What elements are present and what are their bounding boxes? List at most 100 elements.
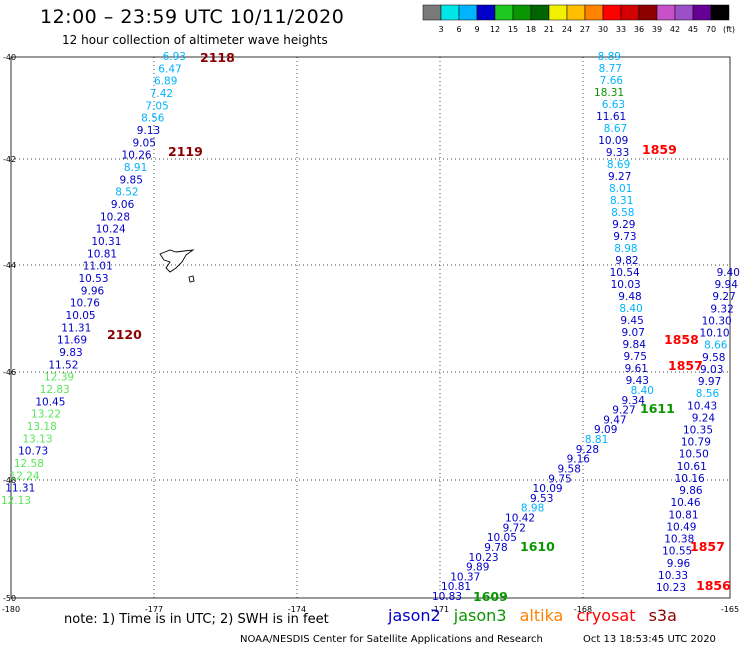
lat-tick-label: -40 — [3, 53, 16, 62]
colorbar-tick-label: 6 — [456, 25, 461, 34]
pass-time-label: 1610 — [520, 539, 555, 554]
wave-height-value: 10.05 — [487, 532, 517, 544]
wave-height-value: 10.33 — [658, 570, 688, 582]
wave-height-value: 9.33 — [606, 147, 629, 159]
colorbar-tick-label: 15 — [508, 25, 518, 34]
colorbar-tick-label: 30 — [598, 25, 608, 34]
pass-time-label: 2118 — [200, 50, 235, 65]
wave-height-value: 10.50 — [679, 449, 709, 461]
wave-height-value: 18.31 — [594, 87, 624, 99]
lon-tick-label: -180 — [2, 605, 20, 614]
wave-height-value: 9.96 — [667, 558, 691, 570]
island-outline — [159, 249, 195, 273]
wave-height-value: 10.09 — [598, 135, 628, 147]
page-title: 12:00 – 23:59 UTC 10/11/2020 — [40, 6, 345, 28]
wave-height-value: 10.81 — [668, 509, 698, 521]
wave-height-value: 9.94 — [715, 279, 739, 291]
colorbar-tick-label: 27 — [580, 25, 590, 34]
wave-height-value: 10.26 — [122, 150, 152, 162]
wave-height-value: 11.69 — [57, 335, 87, 347]
wave-height-value: 10.54 — [610, 267, 640, 279]
satellite-track: 8.409.349.279.479.098.819.289.169.589.75… — [432, 385, 675, 604]
wave-height-value: 9.83 — [59, 347, 82, 359]
map-frame — [10, 56, 731, 599]
wave-height-value: 9.85 — [120, 174, 143, 186]
wave-height-value: 9.09 — [594, 424, 617, 436]
wave-height-value: 9.75 — [548, 473, 571, 485]
wave-height-value: 9.78 — [484, 542, 507, 554]
colorbar-tick-label: 45 — [688, 25, 698, 34]
lat-tick-label: -42 — [3, 155, 16, 164]
wave-height-value: 12.39 — [44, 372, 74, 384]
wave-height-value: 8.40 — [619, 303, 642, 315]
wave-height-value: 8.98 — [521, 503, 544, 515]
colorbar-tick-label: 12 — [490, 25, 500, 34]
wave-height-value: 9.58 — [702, 352, 725, 364]
wave-height-value: 9.34 — [622, 395, 646, 407]
pass-time-label: 1858 — [664, 332, 699, 347]
wave-height-value: 9.06 — [111, 199, 135, 211]
wave-height-value: 12.83 — [40, 384, 70, 396]
legend-altika: altika — [519, 606, 564, 625]
legend-jason2: jason2 — [388, 606, 441, 625]
lat-tick-label: -48 — [3, 476, 16, 485]
wave-height-value: 8.91 — [124, 162, 147, 174]
wave-height-value: 10.35 — [683, 425, 713, 437]
wave-height-value: 10.38 — [664, 534, 694, 546]
wave-height-value: 10.09 — [533, 483, 563, 495]
wave-height-value: 9.48 — [618, 291, 641, 303]
wave-height-value: 10.81 — [87, 248, 117, 260]
wave-height-value: 9.53 — [530, 493, 553, 505]
wave-height-value: 10.61 — [677, 461, 707, 473]
wave-height-value: 11.31 — [61, 322, 91, 334]
wave-height-value: 8.98 — [614, 243, 637, 255]
wave-height-value: 10.23 — [469, 552, 499, 564]
pass-time-label: 1857 — [668, 358, 703, 373]
wave-height-value: 10.28 — [100, 211, 130, 223]
wave-height-value: 10.10 — [700, 328, 730, 340]
satellite-track: 9.409.949.279.3210.3010.108.669.589.039.… — [656, 267, 740, 594]
lat-tick-label: -46 — [3, 368, 16, 377]
wave-height-value: 9.27 — [608, 171, 631, 183]
wave-height-value: 9.47 — [603, 414, 626, 426]
wave-height-value: 9.24 — [692, 412, 716, 424]
pass-time-label: 2119 — [168, 144, 203, 159]
wave-height-value: 10.16 — [675, 473, 705, 485]
wave-height-value: 9.13 — [137, 125, 160, 137]
wave-height-value: 10.42 — [505, 513, 535, 525]
lon-tick-label: -168 — [574, 605, 592, 614]
wave-height-value: 8.56 — [141, 113, 165, 125]
wave-height-value: 11.01 — [83, 261, 113, 273]
wave-height-value: 8.81 — [585, 434, 608, 446]
satellite-track: 8.898.777.6618.316.6311.618.6710.099.338… — [594, 51, 703, 387]
colorbar-tick-label: 70 — [706, 25, 716, 34]
wave-height-value: 9.40 — [717, 267, 740, 279]
wave-height-value: 6.47 — [158, 63, 181, 75]
colorbar-tick-label: 36 — [634, 25, 644, 34]
colorbar-swatch — [710, 4, 730, 21]
wave-height-value: 8.67 — [604, 123, 627, 135]
legend-s3a: s3a — [648, 606, 677, 625]
wave-height-value: 12.24 — [10, 470, 40, 482]
lat-tick-label: -50 — [3, 594, 16, 603]
wave-height-value: 8.69 — [607, 159, 630, 171]
pass-time-label: 1856 — [696, 578, 731, 593]
wave-height-value: 10.46 — [670, 497, 700, 509]
wave-height-value: 9.89 — [466, 562, 489, 574]
wave-height-value: 6.89 — [154, 76, 177, 88]
wave-height-value: 12.13 — [1, 495, 31, 507]
wave-height-value: 11.61 — [596, 111, 626, 123]
wave-height-value: 8.77 — [599, 63, 622, 75]
colorbar-tick-label: 33 — [616, 25, 626, 34]
wave-height-value: 7.42 — [150, 88, 173, 100]
wave-height-value: 9.97 — [698, 376, 721, 388]
credit-line: NOAA/NESDIS Center for Satellite Applica… — [240, 634, 543, 645]
colorbar-tick-label: 18 — [526, 25, 536, 34]
generated-timestamp: Oct 13 18:53:45 UTC 2020 — [583, 634, 716, 645]
wave-height-value: 9.07 — [622, 327, 645, 339]
wave-height-value: 10.73 — [18, 446, 48, 458]
wave-height-value: 8.52 — [115, 187, 138, 199]
lat-tick-label: -44 — [3, 261, 16, 270]
wave-height-value: 9.16 — [567, 454, 591, 466]
